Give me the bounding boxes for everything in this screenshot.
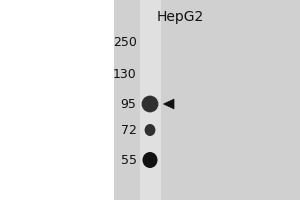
Text: 95: 95 bbox=[121, 98, 136, 110]
Bar bbox=[140, 0, 160, 200]
Bar bbox=[114, 0, 300, 200]
Ellipse shape bbox=[142, 96, 158, 112]
Text: HepG2: HepG2 bbox=[156, 10, 204, 24]
Text: 55: 55 bbox=[121, 154, 136, 166]
Ellipse shape bbox=[145, 124, 155, 136]
Polygon shape bbox=[164, 99, 174, 109]
Text: 130: 130 bbox=[113, 68, 136, 80]
Text: 250: 250 bbox=[112, 36, 136, 48]
Text: 72: 72 bbox=[121, 123, 136, 136]
Ellipse shape bbox=[142, 152, 158, 168]
